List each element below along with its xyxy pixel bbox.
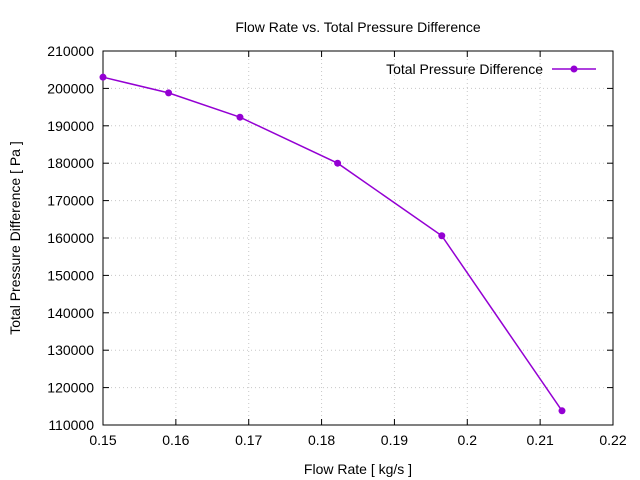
y-tick-label: 110000: [48, 417, 94, 433]
y-tick-label: 170000: [47, 193, 94, 209]
x-tick-label: 0.19: [381, 432, 408, 448]
y-tick-label: 150000: [47, 267, 94, 283]
plot-frame: [102, 50, 614, 426]
y-tick-label: 130000: [47, 342, 94, 358]
data-point: [236, 113, 244, 121]
y-tick-label: 140000: [47, 305, 94, 321]
y-axis-ticks: 110000 120000 130000 140000 150000 160000 1700…: [47, 43, 613, 433]
y-tick-label: 160000: [47, 230, 94, 246]
data-point: [99, 73, 107, 81]
y-tick-label: 180000: [47, 155, 94, 171]
y-tick-label: 200000: [47, 80, 94, 96]
data-point: [438, 232, 446, 240]
chart-title: Flow Rate vs. Total Pressure Difference: [235, 19, 481, 35]
data-point: [334, 159, 342, 167]
x-tick-label: 0.15: [89, 432, 116, 448]
grid: [103, 51, 613, 425]
x-tick-label: 0.21: [527, 432, 554, 448]
x-tick-label: 0.22: [599, 432, 626, 448]
y-axis-title: Total Pressure Difference [ Pa ]: [7, 141, 23, 335]
series-line: [102, 76, 563, 412]
y-tick-label: 190000: [47, 118, 94, 134]
x-axis-ticks: 0.15 0.16 0.17 0.18 0.19 0.2 0.21 0.22: [89, 51, 627, 448]
x-tick-label: 0.16: [162, 432, 189, 448]
x-tick-label: 0.18: [308, 432, 335, 448]
legend-marker: [570, 65, 578, 73]
series-layer: [99, 73, 566, 415]
data-point: [165, 89, 173, 97]
x-tick-label: 0.17: [235, 432, 262, 448]
y-tick-label: 120000: [47, 380, 94, 396]
x-tick-label: 0.2: [458, 432, 478, 448]
legend-label: Total Pressure Difference: [386, 61, 543, 77]
y-tick-label: 210000: [47, 43, 94, 59]
x-axis-title: Flow Rate [ kg/s ]: [304, 461, 412, 477]
legend: Total Pressure Difference: [386, 61, 596, 77]
data-point: [558, 407, 566, 415]
